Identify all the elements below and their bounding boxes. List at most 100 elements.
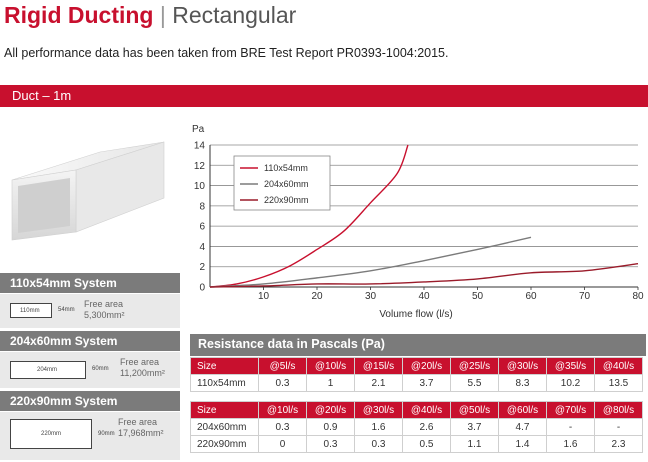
duct-image [11, 141, 165, 241]
system-header-220x90: 220x90mm System [0, 391, 180, 411]
legend-box [233, 155, 331, 211]
table-header-cell: @30l/s [498, 357, 547, 375]
free-area-label: Free area [84, 299, 124, 309]
table-header-cell: @50l/s [450, 401, 499, 419]
x-tick-label: 70 [579, 291, 591, 302]
free-area-label: Free area [118, 417, 158, 427]
series-line-110x54mm [209, 144, 409, 288]
height-label: 90mm [98, 431, 115, 437]
table-header-cell: @30l/s [354, 401, 403, 419]
section-bar-label: Duct – 1m [12, 88, 72, 103]
table-header-cell: @20l/s [306, 401, 355, 419]
legend-label: 204x60mm [264, 179, 309, 189]
width-label: 204mm [37, 367, 58, 373]
y-tick-label: 0 [199, 283, 205, 294]
free-area: Free area 17,968mm² [118, 417, 164, 439]
table-header-cell: @10l/s [306, 357, 355, 375]
table-cell: 0 [258, 435, 307, 453]
x-tick-label: 60 [525, 291, 537, 302]
table-header-cell: @10l/s [258, 401, 307, 419]
system-header-110x54: 110x54mm System [0, 273, 180, 293]
x-tick-label: 20 [311, 291, 323, 302]
system-panel-220x90: 220mm 90mm Free area 17,968mm² [0, 412, 180, 460]
series-line-204x60mm [209, 236, 532, 288]
table-cell: 5.5 [450, 374, 499, 392]
y-tick-label: 12 [194, 161, 206, 172]
table-cell: 2.1 [354, 374, 403, 392]
x-axis-label: Volume flow (l/s) [379, 309, 452, 320]
table-header-cell: @60l/s [498, 401, 547, 419]
table-header-cell: @35l/s [546, 357, 595, 375]
table-cell: 220x90mm [190, 435, 259, 453]
free-area-value: 5,300mm² [84, 310, 125, 320]
legend-label: 110x54mm [264, 163, 308, 173]
table-cell: - [546, 418, 595, 436]
resistance-title: Resistance data in Pascals (Pa) [190, 334, 646, 356]
table-header-cell: @20l/s [402, 357, 451, 375]
table-header-cell: @70l/s [546, 401, 595, 419]
table-cell: 10.2 [546, 374, 595, 392]
width-label: 110mm [20, 307, 40, 314]
table-header-cell: @40l/s [594, 357, 643, 375]
x-tick-label: 50 [472, 291, 484, 302]
y-tick-label: 6 [199, 222, 205, 233]
resistance-table-2: Size @10l/s @20l/s @30l/s @40l/s @50l/s @60l/s… [190, 401, 643, 453]
height-label: 54mm [58, 307, 75, 313]
table-cell: 1.6 [354, 418, 403, 436]
y-tick-label: 10 [194, 181, 206, 192]
legend-label: 220x90mm [264, 195, 309, 205]
y-tick-label: 14 [194, 141, 206, 152]
title-separator: | [159, 2, 166, 28]
free-area-value: 11,200mm² [120, 368, 165, 378]
x-tick-label: 30 [365, 291, 377, 302]
system-panel-204x60: 204mm 60mm Free area 11,200mm² [0, 352, 180, 388]
table-cell: 1 [306, 374, 355, 392]
table-cell: 110x54mm [190, 374, 259, 392]
table-cell: 0.3 [258, 418, 307, 436]
x-tick-label: 40 [418, 291, 430, 302]
page-subtitle: All performance data has been taken from… [4, 46, 449, 60]
y-tick-label: 8 [199, 201, 205, 212]
table-header-cell: @5l/s [258, 357, 307, 375]
system-panel-110x54: 110mm 54mm Free area 5,300mm² [0, 294, 180, 328]
table-cell: 0.9 [306, 418, 355, 436]
table-header-cell: @25l/s [450, 357, 499, 375]
table-cell: 1.6 [546, 435, 595, 453]
section-bar: Duct – 1m [0, 85, 648, 107]
free-area: Free area 11,200mm² [120, 357, 165, 379]
system-header-204x60: 204x60mm System [0, 331, 180, 351]
table-row: 220x90mm 0 0.3 0.3 0.5 1.1 1.4 1.6 2.3 [190, 435, 643, 453]
title-type: Rectangular [172, 2, 297, 28]
table-header-cell: Size [190, 357, 259, 375]
table-cell: 0.3 [306, 435, 355, 453]
y-tick-label: 4 [199, 242, 205, 253]
table-header-cell: @15l/s [354, 357, 403, 375]
table-cell: 8.3 [498, 374, 547, 392]
duct-profile-220x90: 220mm [10, 419, 92, 449]
table-cell: 3.7 [402, 374, 451, 392]
table-cell: 2.6 [402, 418, 451, 436]
duct-profile-204x60: 204mm [10, 361, 86, 379]
table-cell: 1.4 [498, 435, 547, 453]
table-header-row: Size @10l/s @20l/s @30l/s @40l/s @50l/s @60l/s… [190, 401, 643, 419]
table-cell: 3.7 [450, 418, 499, 436]
table-row: 204x60mm 0.3 0.9 1.6 2.6 3.7 4.7- - [190, 418, 643, 436]
x-tick-label: 10 [258, 291, 270, 302]
table-cell: 13.5 [594, 374, 643, 392]
free-area-label: Free area [120, 357, 160, 367]
table-cell: 1.1 [450, 435, 499, 453]
table-header-cell: @40l/s [402, 401, 451, 419]
table-header-row: Size @5l/s @10l/s @15l/s @20l/s @25l/s @30l/s @… [190, 357, 643, 375]
table-cell: - [594, 418, 643, 436]
series-line-220x90mm [209, 262, 639, 288]
height-label: 60mm [92, 366, 109, 372]
table-row: 110x54mm 0.3 1 2.1 3.7 5.5 8.3 10.2 13.5 [190, 374, 643, 392]
duct-profile-110x54: 110mm [10, 303, 52, 318]
y-axis-label: Pa [192, 124, 205, 135]
table-cell: 0.3 [354, 435, 403, 453]
table-header-cell: @80l/s [594, 401, 643, 419]
pressure-drop-chart: 0 2 4 6 8 10 12 14 10 20 30 40 50 60 70 80 Pa Volume flow… [192, 124, 644, 320]
x-tick-label: 80 [632, 291, 644, 302]
table-cell: 2.3 [594, 435, 643, 453]
y-tick-label: 2 [199, 262, 205, 273]
